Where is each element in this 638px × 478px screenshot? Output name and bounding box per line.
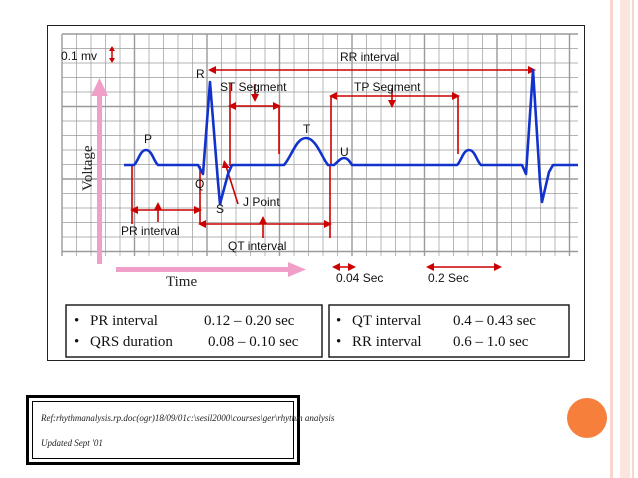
table-value-rr: 0.6 – 1.0 sec — [453, 334, 529, 350]
reference-box: Ref:rhythmanalysis.rp.doc(ogr)18/09/01c:… — [26, 395, 334, 465]
u-wave-label: U — [340, 145, 349, 159]
slide-border-stripe — [632, 0, 634, 478]
time-axis-arrow — [116, 262, 306, 277]
table-value-pr: 0.12 – 0.20 sec — [204, 313, 295, 329]
pr-interval-label: PR interval — [121, 224, 180, 238]
ecg-figure: Voltage Time 0.1 mv — [47, 25, 585, 361]
table-label-pr: PR interval — [90, 313, 158, 329]
ecg-grid — [61, 33, 578, 256]
slide-border-stripe — [620, 0, 630, 478]
reference-box-inner: Ref:rhythmanalysis.rp.doc(ogr)18/09/01c:… — [32, 401, 334, 459]
voltage-scale-label: 0.1 mv — [61, 49, 97, 63]
p-wave-label: P — [144, 132, 152, 146]
slide-border-stripe — [610, 0, 613, 478]
interval-table: • PR interval 0.12 – 0.20 sec • QRS dura… — [65, 304, 570, 358]
table-value-qt: 0.4 – 0.43 sec — [453, 313, 536, 329]
t-wave-label: T — [303, 122, 311, 136]
table-label-qt: QT interval — [352, 313, 421, 329]
voltage-scale-arrow — [109, 46, 115, 63]
j-point-label: J Point — [243, 195, 280, 209]
rr-interval-label: RR interval — [340, 50, 399, 64]
s-wave-label: S — [216, 202, 224, 216]
q-wave-label: Q — [195, 177, 204, 191]
qt-interval-label: QT interval — [228, 239, 286, 253]
voltage-axis-label: Voltage — [80, 145, 96, 191]
r-wave-label: R — [196, 67, 205, 81]
table-bullet: • — [74, 313, 79, 329]
table-bullet: • — [336, 334, 341, 350]
annotation-arrowheads — [130, 66, 536, 271]
table-bullet: • — [74, 334, 79, 350]
table-bullet: • — [336, 313, 341, 329]
scale-004-label: 0.04 Sec — [336, 271, 383, 285]
interval-annotations — [131, 69, 534, 268]
reference-line: Ref:rhythmanalysis.rp.doc(ogr)18/09/01c:… — [41, 413, 335, 423]
table-label-qrs: QRS duration — [90, 334, 173, 350]
scale-02-label: 0.2 Sec — [428, 271, 469, 285]
st-segment-label: ST Segment — [220, 80, 287, 94]
decorative-dot — [567, 398, 607, 438]
time-axis-label: Time — [166, 274, 197, 290]
table-value-qrs: 0.08 – 0.10 sec — [208, 334, 299, 350]
ecg-diagram: Voltage Time 0.1 mv — [61, 33, 578, 358]
table-label-rr: RR interval — [352, 334, 422, 350]
voltage-axis-arrow — [91, 78, 108, 264]
reference-updated: Updated Sept '01 — [41, 438, 103, 448]
ecg-trace — [124, 68, 578, 206]
tp-segment-label: TP Segment — [354, 80, 421, 94]
